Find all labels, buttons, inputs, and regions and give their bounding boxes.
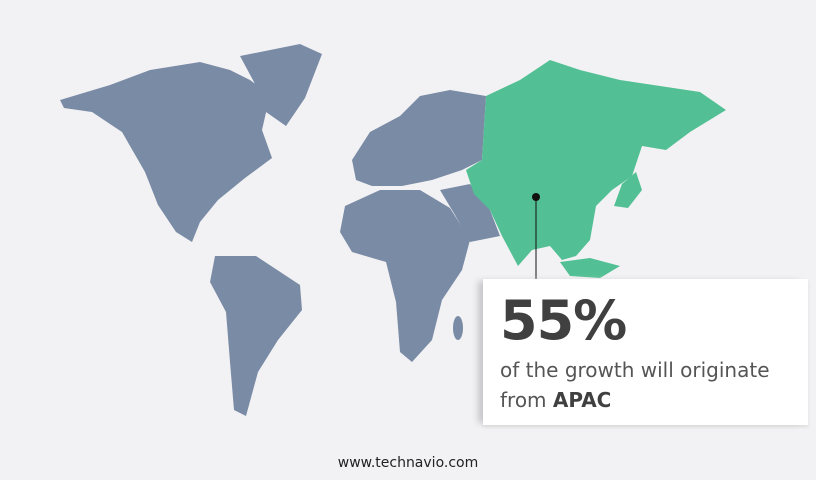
madagascar — [453, 316, 463, 340]
callout-description: of the growth will originate from APAC — [500, 355, 800, 415]
greenland — [240, 44, 322, 126]
europe — [352, 90, 486, 186]
apac-region — [466, 60, 726, 266]
southeast-asia-islands — [560, 258, 620, 278]
callout-region: APAC — [552, 388, 612, 412]
south-america — [210, 256, 302, 416]
callout-text: of the growth will originate from — [500, 358, 770, 412]
africa — [340, 190, 470, 362]
callout-card: 55% of the growth will originate from AP… — [483, 279, 808, 425]
middle-east — [440, 184, 500, 242]
callout-pointer-dot — [532, 193, 540, 201]
footer-website: www.technavio.com — [337, 455, 479, 471]
north-america — [60, 62, 272, 242]
japan — [614, 172, 642, 208]
growth-percentage: 55% — [500, 289, 627, 352]
